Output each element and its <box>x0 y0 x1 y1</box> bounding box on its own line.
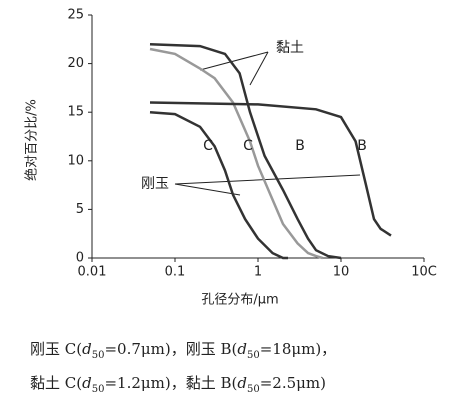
caption-line: 刚玉 C(d50=0.7μm)，刚玉 B(d50=18μm)， <box>30 340 336 361</box>
caption-part: 黏土 C( <box>30 374 82 392</box>
y-tick-label: 0 <box>76 251 84 266</box>
annotation: 黏土 <box>276 40 304 56</box>
caption-part: =18μm)， <box>260 340 336 358</box>
y-tick-label: 15 <box>67 105 84 120</box>
annotation: C <box>243 138 253 154</box>
y-tick-label: 10 <box>67 153 84 168</box>
caption-line: 黏土 C(d50=1.2μm)，黏土 B(d50=2.5μm) <box>30 374 326 395</box>
series-line <box>149 42 342 260</box>
caption-part: 50 <box>247 350 260 361</box>
x-tick-label: 1 <box>254 265 262 280</box>
y-tick-label: 25 <box>67 8 84 23</box>
x-tick-label: 0.1 <box>165 265 186 280</box>
caption-part: 50 <box>92 384 105 395</box>
caption-part: d <box>82 374 92 392</box>
arrow <box>174 183 241 196</box>
caption-part: 50 <box>247 384 260 395</box>
caption-part: =2.5μm) <box>260 374 326 392</box>
annotation: B <box>357 138 367 154</box>
y-tick-label: 5 <box>76 202 84 217</box>
arrow <box>199 51 269 71</box>
arrow <box>249 51 269 86</box>
x-tick-label: 10C <box>411 265 437 280</box>
caption-part: d <box>237 340 247 358</box>
caption-part: 50 <box>92 350 105 361</box>
x-tick-label: 10 <box>333 265 350 280</box>
x-tick-label: 0.01 <box>78 265 107 280</box>
series-line <box>149 101 392 237</box>
annotation: C <box>203 138 213 154</box>
caption-part: d <box>237 374 247 392</box>
x-axis-label: 孔径分布/μm <box>201 293 278 308</box>
annotation: 刚玉 <box>141 176 169 192</box>
arrow <box>174 174 361 185</box>
annotation-arrows <box>174 51 361 196</box>
caption-part: =0.7μm)，刚玉 B( <box>104 340 237 358</box>
series-line <box>149 110 288 260</box>
caption-part: 刚玉 C( <box>30 340 82 358</box>
annotation: B <box>295 138 305 154</box>
series-line <box>149 47 323 260</box>
caption-part: =1.2μm)，黏土 B( <box>104 374 237 392</box>
y-tick-label: 20 <box>67 56 84 71</box>
y-axis-label: 绝对百分比/% <box>24 99 40 181</box>
caption-part: d <box>82 340 92 358</box>
